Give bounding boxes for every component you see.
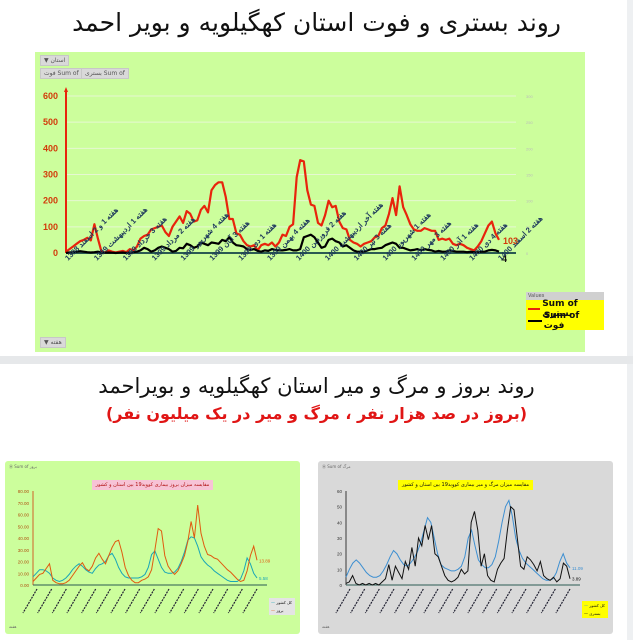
svg-text:500: 500 — [43, 117, 58, 127]
foot-tag: هفته — [322, 624, 330, 629]
svg-text:50: 50 — [337, 505, 343, 510]
legend-item-country: — کل کشور — [271, 600, 292, 605]
svg-text:20.00: 20.00 — [18, 560, 30, 565]
foot-tag: هفته — [9, 624, 17, 629]
svg-text:13.89: 13.89 — [259, 558, 271, 563]
svg-text:هفته 1 اردیبهشت 1399: هفته 1 اردیبهشت 1399 — [92, 205, 150, 263]
legend-red-line-icon — [528, 308, 541, 310]
svg-text:11.09: 11.09 — [572, 566, 583, 571]
svg-text:200: 200 — [43, 196, 58, 206]
svg-text:400: 400 — [43, 143, 58, 153]
incidence-line-chart: 0.00 10.00 20.00 30.00 40.00 50.00 60.00 70.00 8… — [18, 489, 271, 614]
mortality-line-chart: 0 10 20 30 40 50 60 11.09 3.89 — [335, 489, 583, 614]
pivot-values-hosp-button[interactable]: Sum of بستری — [81, 68, 129, 79]
svg-text:10: 10 — [337, 567, 343, 572]
mortality-legend: — کل کشور — بستری — [582, 601, 608, 618]
svg-text:70.00: 70.00 — [18, 501, 30, 506]
corner-tag: Ⓜ Sum of مرگ — [322, 464, 351, 469]
svg-text:30: 30 — [337, 536, 343, 541]
mortality-chart-panel: Ⓜ Sum of مرگ مقایسه میزان مرگ و میر بیما… — [318, 461, 613, 634]
svg-text:600: 600 — [43, 91, 58, 101]
incidence-chart-panel: Ⓜ Sum of بروز مقایسه میزان بروز بیماری ک… — [5, 461, 300, 634]
svg-text:100: 100 — [43, 222, 58, 232]
svg-text:40: 40 — [337, 520, 343, 525]
section-title-incidence: روند بروز و مرگ و میر استان کهگیلویه و ب… — [98, 374, 535, 398]
svg-text:0: 0 — [339, 583, 342, 588]
svg-text:5.58: 5.58 — [259, 576, 268, 581]
svg-text:0: 0 — [53, 248, 58, 258]
svg-text:60.00: 60.00 — [18, 513, 30, 518]
svg-text:هفته 2 فروردین 1400: هفته 2 فروردین 1400 — [294, 208, 349, 263]
legend-black-line-icon — [528, 320, 542, 322]
corner-tag: Ⓜ Sum of بروز — [9, 464, 37, 469]
svg-text:4: 4 — [502, 254, 507, 264]
svg-text:20: 20 — [337, 552, 343, 557]
svg-text:100: 100 — [526, 199, 533, 204]
svg-text:هفته 1 و 2 اسفند 1398: هفته 1 و 2 اسفند 1398 — [63, 205, 121, 263]
incidence-chart-title-wrap: مقایسه میزان بروز بیماری کووید19 بین است… — [5, 471, 300, 490]
svg-text:30.00: 30.00 — [18, 548, 30, 553]
main-chart-panel: استان ▼ Sum of فوت Sum of بستری هفته ▼ 0… — [35, 52, 604, 352]
mortality-chart-title: مقایسه میزان مرگ و میر بیماری کووید19 بی… — [397, 480, 534, 490]
legend-label: Sum of بستری — [542, 299, 578, 319]
incidence-chart-title: مقایسه میزان بروز بیماری کووید19 بین است… — [91, 480, 214, 490]
svg-text:50.00: 50.00 — [18, 524, 30, 529]
mortality-chart-title-wrap: مقایسه میزان مرگ و میر بیماری کووید19 بی… — [318, 471, 613, 490]
svg-text:3.89: 3.89 — [572, 577, 581, 582]
main-line-chart: 0 0 100 50 200 100 300 150 400 200 500 250 600 300 103… — [43, 87, 545, 264]
page-title-hospitalization: روند بستری و فوت استان کهگیلویه و بویر ا… — [72, 8, 561, 37]
svg-text:300: 300 — [43, 170, 58, 180]
svg-text:60: 60 — [337, 489, 343, 494]
svg-text:250: 250 — [526, 120, 533, 125]
legend-item-country: — کل کشور — [584, 603, 605, 608]
svg-text:40.00: 40.00 — [18, 536, 30, 541]
section-divider — [0, 356, 633, 364]
incidence-legend: — کل کشور — بروز — [269, 598, 295, 615]
svg-text:0.00: 0.00 — [20, 583, 29, 588]
svg-text:200: 200 — [526, 146, 533, 151]
pivot-filter-button[interactable]: استان ▼ — [40, 55, 70, 66]
legend-label: Sum of فوت — [543, 311, 580, 331]
svg-text:150: 150 — [526, 173, 533, 178]
legend-header: Values — [526, 292, 604, 300]
legend-item-incidence: — بروز — [271, 608, 284, 613]
svg-text:50: 50 — [526, 225, 531, 230]
svg-text:103: 103 — [503, 236, 518, 246]
section-subtitle-units: (بروز در صد هزار نفر ، مرگ و میر در یک م… — [105, 404, 528, 423]
main-legend: Values Sum of بستری Sum of فوت — [526, 292, 604, 331]
svg-text:80.00: 80.00 — [18, 489, 30, 494]
legend-item-death: Sum of فوت — [528, 311, 602, 331]
svg-text:10.00: 10.00 — [18, 571, 30, 576]
svg-text:0: 0 — [526, 251, 529, 256]
svg-text:300: 300 — [526, 94, 533, 99]
legend-item-hospitalized: Sum of بستری — [528, 299, 602, 319]
legend-item-mortality: — بستری — [584, 611, 601, 616]
pivot-axis-button[interactable]: هفته ▼ — [40, 337, 66, 348]
